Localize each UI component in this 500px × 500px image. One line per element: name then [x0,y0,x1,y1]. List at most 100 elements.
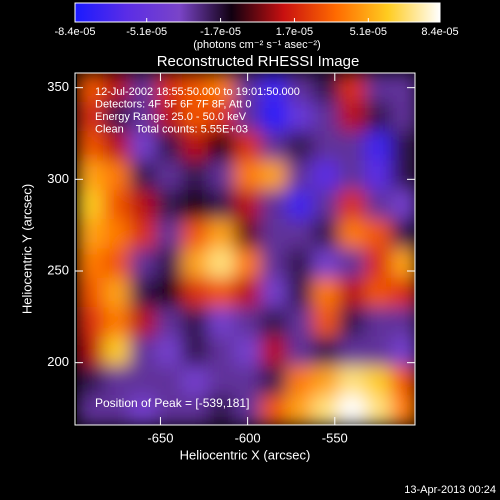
heatmap-cell [260,101,288,133]
heatmap-cell [312,131,340,162]
heatmap-cell [286,73,314,103]
heatmap-cell [286,131,314,162]
heatmap-cell [129,307,157,338]
heatmap-cell [364,307,392,338]
heatmap-cell [129,189,157,221]
heatmap-cell [312,73,340,103]
heatmap-cell [390,219,415,250]
heatmap-cell [260,277,288,309]
heatmap-cell [155,219,183,250]
heatmap-cell [260,365,288,397]
heatmap-cell [390,248,415,279]
heatmap-cell [207,336,236,367]
footer-date: 13-Apr-2013 00:24 [404,484,496,496]
heatmap-cell [234,336,262,367]
heatmap-cell [155,189,183,221]
colorbar-tick-label: -8.4e-05 [55,26,96,38]
heatmap-cell [312,365,340,397]
heatmap-cell [260,248,288,279]
heatmap-cell [181,189,209,221]
heatmap-cell [338,277,366,309]
heatmap-cell [338,160,366,191]
heatmap-cell [338,395,366,425]
heatmap-cell [103,365,131,397]
heatmap-cell [234,277,262,309]
heatmap-cell [234,248,262,279]
heatmap-cell [286,101,314,133]
heatmap-cell [77,131,105,162]
heatmap-cell [286,189,314,221]
heatmap-cell [181,131,209,162]
heatmap-cell [155,336,183,367]
colorbar [74,2,441,23]
heatmap-cell [77,189,105,221]
heatmap-cell [338,73,366,103]
heatmap-cell [312,277,340,309]
heatmap-cell [207,277,236,309]
heatmap-cell [390,277,415,309]
heatmap-cell [364,131,392,162]
annotation: 12-Jul-2002 18:55:50.000 to 19:01:50.000 [95,86,300,98]
y-tick-label: 300 [47,171,69,186]
heatmap-cell [260,395,288,425]
x-axis-label: Heliocentric X (arcsec) [180,447,311,462]
heatmap-cell [234,219,262,250]
heatmap-cell [260,131,288,162]
heatmap-cell [103,101,131,133]
heatmap-cell [312,248,340,279]
heatmap-cell [155,277,183,309]
heatmap-cell [364,277,392,309]
y-axis-label: Heliocentric Y (arcsec) [19,184,34,314]
heatmap-cell [181,277,209,309]
heatmap-cell [260,336,288,367]
heatmap-cell [364,336,392,367]
heatmap-cell [103,131,131,162]
x-tick-label: -550 [322,430,348,445]
heatmap-cell [234,131,262,162]
heatmap-cell [103,160,131,191]
heatmap-cell [260,189,288,221]
heatmap-cell [181,336,209,367]
heatmap-cell [234,160,262,191]
heatmap-cell [129,160,157,191]
heatmap-cell [286,277,314,309]
heatmap-cell [129,365,157,397]
heatmap-cell [103,395,131,425]
heatmap-cell [234,189,262,221]
heatmap-cell [286,365,314,397]
heatmap-cell [207,189,236,221]
heatmap-cell [103,189,131,221]
heatmap-cell [338,189,366,221]
heatmap-cell [364,219,392,250]
heatmap-cell [181,248,209,279]
heatmap-cell [129,131,157,162]
heatmap-cell [129,336,157,367]
heatmap-cell [77,248,105,279]
heatmap-cell [390,101,415,133]
heatmap-cell [155,365,183,397]
heatmap-cell [338,131,366,162]
heatmap-cell [260,307,288,338]
heatmap-cell [364,189,392,221]
y-tick-label: 200 [47,354,69,369]
colorbar-label: (photons cm⁻² s⁻¹ asec⁻²) [193,39,320,51]
heatmap-cell [260,73,288,103]
heatmap-cell [77,365,105,397]
heatmap-cell [155,248,183,279]
heatmap-cell [129,248,157,279]
heatmap-cell [338,219,366,250]
annotation: Energy Range: 25.0 - 50.0 keV [95,111,247,123]
heatmap-cell [77,307,105,338]
heatmap-cell [234,101,262,133]
colorbar-tick-label: -1.7e-05 [200,26,241,38]
heatmap-cell [77,277,105,309]
heatmap-cell [312,189,340,221]
colorbar-tick-label: 1.7e-05 [276,26,313,38]
heatmap-cell [77,101,105,133]
heatmap-cell [103,277,131,309]
heatmap-cell [338,365,366,397]
colorbar-tick-label: -5.1e-05 [126,26,167,38]
heatmap-cell [338,248,366,279]
